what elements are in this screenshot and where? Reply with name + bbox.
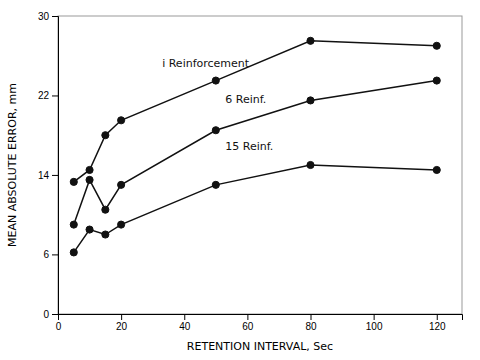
series-marker xyxy=(70,221,77,228)
tick-label: 100 xyxy=(366,321,383,332)
tick-label: 22 xyxy=(38,90,50,101)
tick-label: 60 xyxy=(242,321,254,332)
tick-mark xyxy=(52,314,58,315)
axis-line xyxy=(52,17,59,315)
tick: 0 xyxy=(56,314,62,332)
series-marker xyxy=(102,206,109,213)
tick-mark xyxy=(52,175,58,176)
series-marker xyxy=(118,117,125,124)
tick: 60 xyxy=(242,314,254,332)
tick: 20 xyxy=(116,314,128,332)
tick-mark xyxy=(311,314,312,320)
tick-label: 0 xyxy=(56,321,62,332)
series-marker xyxy=(307,97,314,104)
tick-mark xyxy=(184,314,185,320)
series-marker xyxy=(102,132,109,139)
tick: 120 xyxy=(429,314,446,332)
tick: 80 xyxy=(305,314,317,332)
series-marker xyxy=(102,231,109,238)
tick: 14 xyxy=(38,170,58,181)
tick: 0 xyxy=(43,309,58,320)
tick: 100 xyxy=(366,314,383,332)
tick-mark xyxy=(374,314,375,320)
tick-mark xyxy=(52,95,58,96)
series-marker xyxy=(118,181,125,188)
tick: 22 xyxy=(38,90,58,101)
series-marker xyxy=(433,77,440,84)
tick: 6 xyxy=(43,249,58,260)
chart: 0 20 40 60 80 100 120 0 6 14 22 30 i Reinforcement 6 … xyxy=(0,0,480,360)
series-marker xyxy=(433,166,440,173)
y-axis: 0 6 14 22 30 xyxy=(38,11,59,320)
tick-label: 0 xyxy=(43,309,49,320)
tick-mark xyxy=(52,254,58,255)
series-marker xyxy=(307,161,314,168)
series-line xyxy=(74,165,437,252)
x-axis: 0 20 40 60 80 100 120 xyxy=(56,314,463,332)
series-line xyxy=(74,41,437,182)
plot-frame xyxy=(58,16,462,314)
tick-label: 6 xyxy=(43,249,49,260)
series-line xyxy=(74,81,437,225)
tick-label: 80 xyxy=(305,321,317,332)
series-marker xyxy=(86,176,93,183)
tick-mark xyxy=(121,314,122,320)
series-marker xyxy=(86,226,93,233)
y-axis-title: MEAN ABSOLUTE ERROR, mm xyxy=(6,83,19,247)
series-marker xyxy=(212,127,219,134)
tick-label: 40 xyxy=(179,321,191,332)
tick-label: 30 xyxy=(38,11,50,22)
annotation: i Reinforcement xyxy=(162,57,250,70)
annotations: i Reinforcement 6 Reinf. 15 Reinf. xyxy=(162,57,273,153)
annotation: 15 Reinf. xyxy=(225,140,273,153)
series-marker xyxy=(307,37,314,44)
tick-label: 20 xyxy=(116,321,128,332)
x-axis-title: RETENTION INTERVAL, Sec xyxy=(187,340,333,353)
tick-label: 120 xyxy=(429,321,446,332)
tick-mark xyxy=(437,314,438,320)
axis-line xyxy=(59,315,463,321)
series-marker xyxy=(212,77,219,84)
series-marker xyxy=(433,42,440,49)
series-marker xyxy=(70,178,77,185)
tick: 30 xyxy=(38,11,58,22)
data-marks xyxy=(70,37,440,256)
series-marker xyxy=(86,166,93,173)
annotation: 6 Reinf. xyxy=(225,93,266,106)
tick-label: 14 xyxy=(38,170,50,181)
tick: 40 xyxy=(179,314,191,332)
series-marker xyxy=(118,221,125,228)
tick-mark xyxy=(247,314,248,320)
plot-area: 0 20 40 60 80 100 120 0 6 14 22 30 i Reinforcement 6 … xyxy=(38,11,463,332)
tick-mark xyxy=(52,16,58,17)
series-marker xyxy=(212,181,219,188)
series-marker xyxy=(70,249,77,256)
